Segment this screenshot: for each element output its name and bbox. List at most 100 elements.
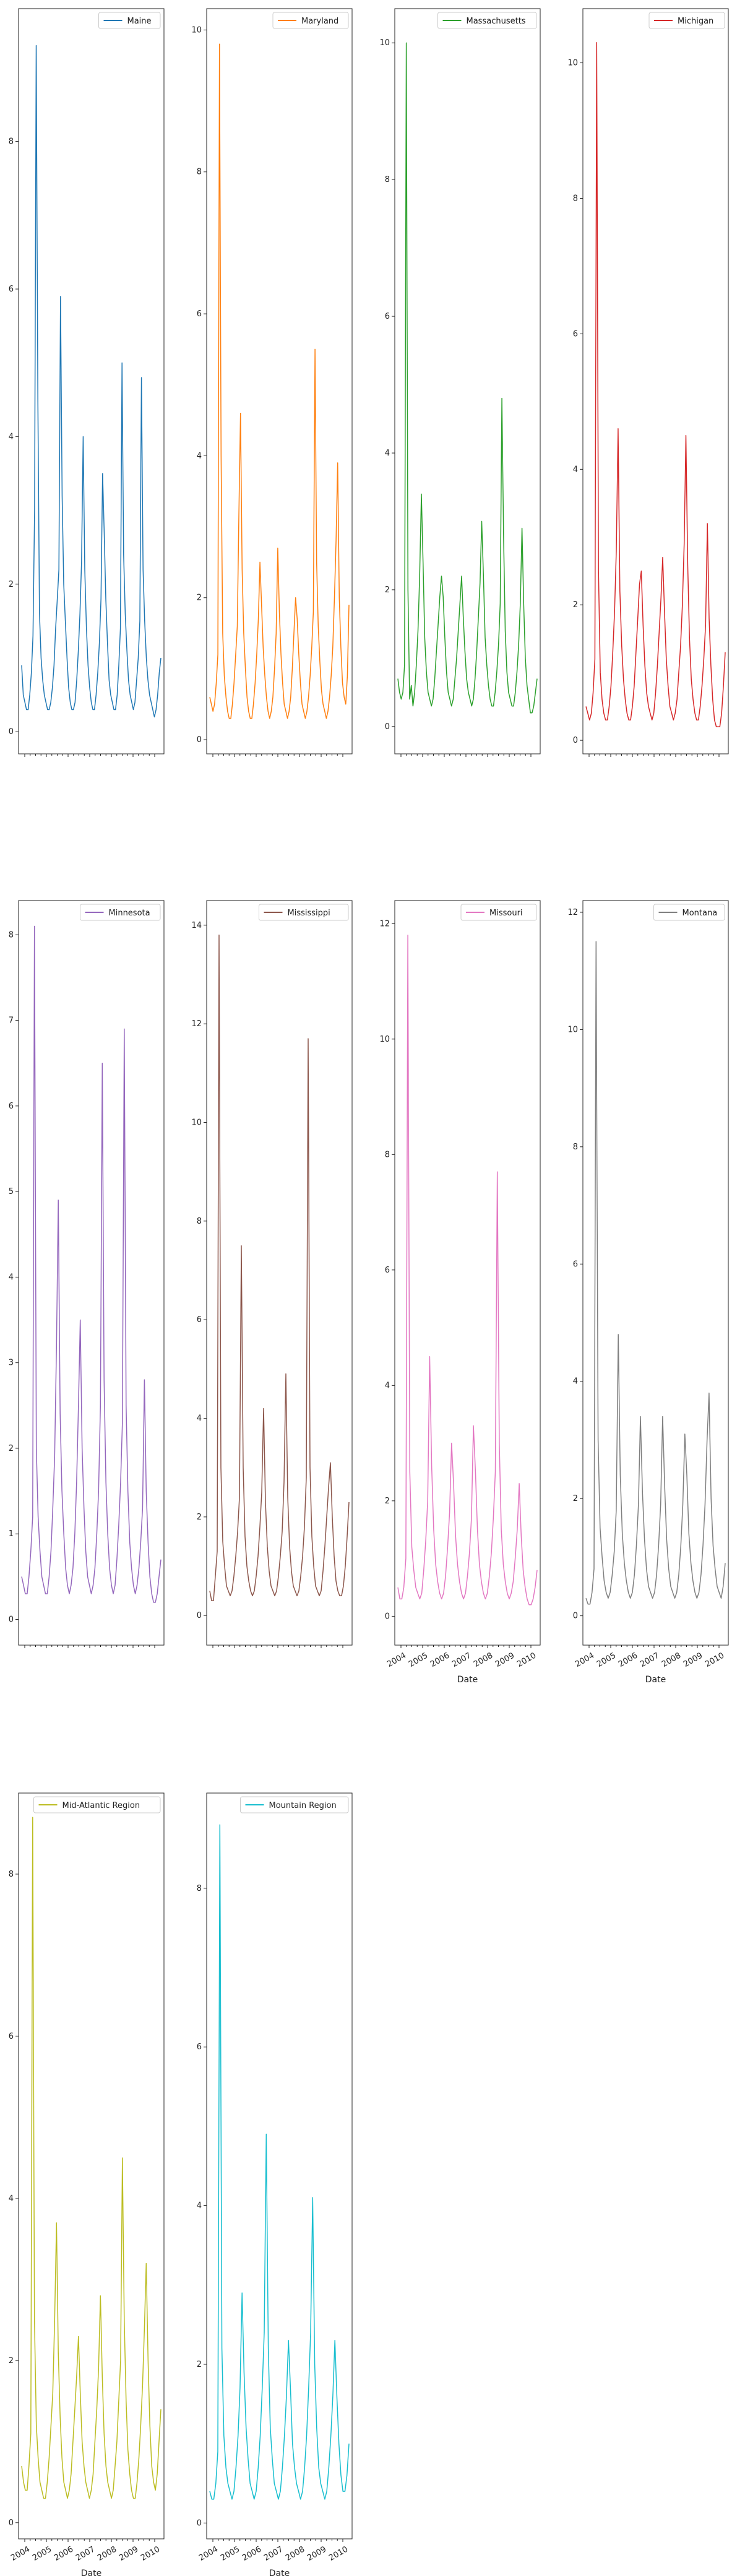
axes-frame: [582, 8, 729, 754]
y-tick-label: 0: [197, 2518, 202, 2528]
series-line: [209, 935, 350, 1602]
y-tick-label: 0: [197, 1611, 202, 1620]
y-tick-label: 2: [573, 600, 578, 610]
legend-box: [460, 904, 537, 921]
y-tick-label: 14: [191, 921, 202, 930]
series-line: [209, 1824, 350, 2500]
y-tick-label: 0: [9, 2518, 14, 2528]
legend-box: [653, 904, 725, 921]
y-tick-label: 6: [197, 1315, 202, 1325]
x-tick-label: 2004: [385, 1651, 408, 1669]
chart-panel: 0 2 4 6 8 10 12 14 Mississippi: [191, 900, 353, 1648]
x-tick-label: 2010: [704, 1651, 726, 1669]
axes-frame: [18, 8, 165, 754]
legend-label: Minnesota: [109, 909, 150, 918]
x-tick-label: 2005: [595, 1651, 618, 1669]
x-tick-label: 2009: [682, 1651, 704, 1669]
series-line: [209, 43, 350, 719]
y-tick-label: 4: [9, 2194, 14, 2203]
y-tick-label: 0: [9, 727, 14, 737]
y-tick-label: 2: [385, 586, 390, 595]
y-tick-label: 4: [385, 1381, 390, 1390]
y-tick-label: 6: [9, 1102, 14, 1111]
y-tick-label: 8: [385, 1150, 390, 1159]
y-tick-label: 6: [385, 1266, 390, 1275]
x-tick-label: 2005: [407, 1651, 429, 1669]
legend-box: [437, 12, 537, 29]
x-tick-label: 2006: [241, 2544, 263, 2563]
x-tick-label: 2007: [74, 2544, 97, 2563]
y-tick-label: 6: [9, 2032, 14, 2041]
y-tick-label: 6: [573, 1260, 578, 1269]
y-tick-label: 8: [197, 1217, 202, 1226]
y-tick-label: 4: [385, 449, 390, 458]
chart-panel: 0 2 4 6 8 10 Maryland: [191, 8, 353, 757]
x-tick-label: 2008: [660, 1651, 683, 1669]
y-tick-label: 0: [385, 722, 390, 732]
x-tick-label: 2010: [515, 1651, 538, 1669]
y-tick-label: 2: [197, 2360, 202, 2369]
legend-label: Missouri: [489, 909, 523, 918]
y-tick-label: 0: [573, 1612, 578, 1621]
x-tick-label: 2004: [574, 1651, 596, 1669]
y-tick-label: 12: [379, 919, 390, 928]
legend-label: Mountain Region: [269, 1801, 337, 1810]
x-tick-label: 2005: [31, 2544, 53, 2563]
axes-frame: [394, 8, 541, 754]
legend-box: [272, 12, 349, 29]
y-tick-label: 3: [9, 1359, 14, 1368]
series-line: [21, 925, 161, 1603]
legend-box: [80, 904, 161, 921]
chart-panel: 0 2 4 6 8 10 Massachusetts: [379, 8, 541, 757]
y-tick-label: 4: [197, 2202, 202, 2211]
y-tick-label: 4: [9, 1273, 14, 1282]
series-line: [397, 935, 538, 1606]
x-tick-label: 2004: [9, 2544, 32, 2563]
axes-frame: [18, 1792, 165, 2539]
y-tick-label: 8: [197, 1884, 202, 1893]
y-tick-label: 8: [9, 930, 14, 940]
series-line: [397, 42, 538, 714]
axes-frame: [206, 900, 353, 1646]
legend-box: [33, 1796, 161, 1813]
x-tick-label: 2009: [118, 2544, 140, 2563]
legend-label: Mississippi: [288, 909, 330, 918]
y-tick-label: 0: [197, 735, 202, 745]
x-tick-label: 2007: [450, 1651, 473, 1669]
y-tick-label: 8: [385, 175, 390, 184]
x-tick-label: 2006: [53, 2544, 75, 2563]
y-tick-label: 10: [191, 1118, 202, 1128]
y-tick-label: 12: [191, 1019, 202, 1029]
y-tick-label: 12: [567, 908, 578, 917]
y-tick-label: 4: [9, 432, 14, 441]
legend-box: [648, 12, 725, 29]
legend-label: Mid-Atlantic Region: [62, 1801, 140, 1810]
legend-box: [259, 904, 349, 921]
legend-label: Maine: [127, 17, 152, 26]
y-tick-label: 8: [9, 137, 14, 147]
series-line: [585, 941, 726, 1605]
y-tick-label: 6: [197, 2042, 202, 2052]
y-tick-label: 2: [385, 1497, 390, 1506]
x-tick-label: 2008: [472, 1651, 494, 1669]
y-tick-label: 10: [379, 38, 390, 48]
y-tick-label: 6: [9, 285, 14, 294]
legend-label: Maryland: [301, 17, 338, 26]
y-tick-label: 2: [197, 1513, 202, 1522]
x-tick-label: 2008: [284, 2544, 306, 2563]
series-line: [21, 1817, 161, 2499]
y-tick-label: 2: [197, 594, 202, 603]
y-tick-label: 10: [567, 59, 578, 68]
chart-panel: 0 2 4 6 8 Maine: [9, 8, 165, 757]
y-tick-label: 5: [9, 1187, 14, 1196]
x-tick-label: 2009: [306, 2544, 328, 2563]
x-axis-label: Date: [81, 2569, 101, 2576]
y-tick-label: 0: [9, 1615, 14, 1625]
series-line: [21, 45, 161, 718]
y-tick-label: 4: [573, 465, 578, 474]
y-tick-label: 2: [9, 580, 14, 589]
x-tick-label: 2007: [639, 1651, 661, 1669]
